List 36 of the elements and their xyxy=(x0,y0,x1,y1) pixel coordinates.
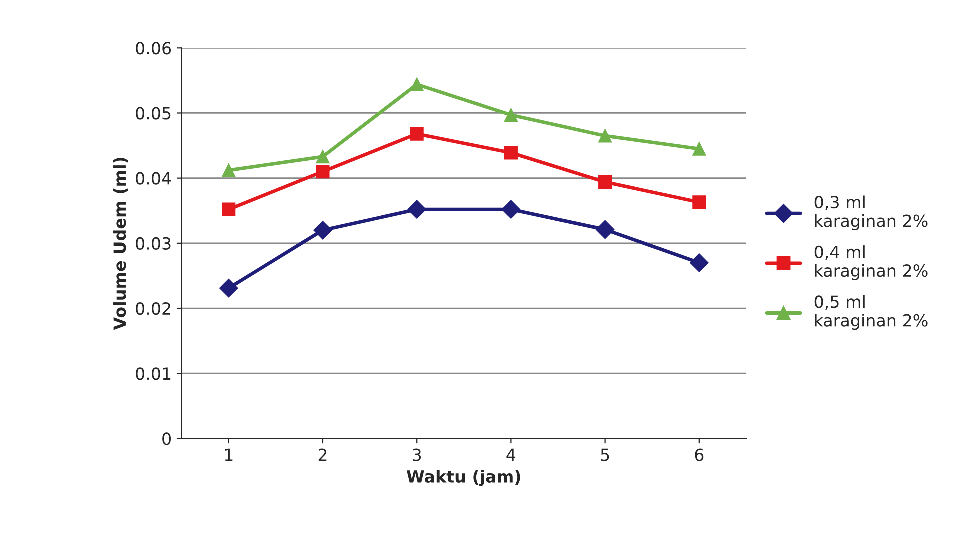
legend-label: 0,5 ml karaginan 2% xyxy=(814,295,928,330)
x-axis-title: Waktu (jam) xyxy=(406,470,520,486)
point xyxy=(408,200,426,219)
point xyxy=(316,165,330,179)
point xyxy=(502,200,521,219)
point xyxy=(598,129,612,143)
y-tick-label: 0.04 xyxy=(136,172,172,185)
point xyxy=(690,254,709,272)
point xyxy=(314,221,332,240)
y-tick-label: 0 xyxy=(162,432,171,446)
y-axis-title: Volume Udem (ml) xyxy=(113,158,128,330)
legend-label: 0,3 ml karaginan 2% xyxy=(814,196,928,231)
y-tick-label: 0.01 xyxy=(136,368,171,380)
point xyxy=(504,108,518,122)
point xyxy=(316,150,330,164)
point xyxy=(692,196,706,210)
point xyxy=(598,175,612,190)
y-tick-label: 0.03 xyxy=(136,237,171,250)
x-tick-label: 3 xyxy=(413,448,422,462)
point xyxy=(220,278,238,298)
point xyxy=(222,202,236,216)
x-tick-label: 4 xyxy=(506,448,516,462)
point xyxy=(410,78,424,92)
y-tick-label: 0.02 xyxy=(136,302,170,316)
x-tick-label: 2 xyxy=(318,448,327,462)
point xyxy=(692,142,706,156)
x-tick-label: 1 xyxy=(225,448,233,462)
point xyxy=(410,127,424,141)
legend-label: 0,4 ml karaginan 2% xyxy=(814,246,928,280)
point xyxy=(222,164,236,178)
x-tick-label: 5 xyxy=(601,448,610,462)
point xyxy=(504,146,518,160)
y-tick-label: 0.06 xyxy=(136,42,172,55)
point xyxy=(596,220,615,240)
x-tick-label: 6 xyxy=(695,448,704,462)
y-tick-label: 0.05 xyxy=(136,107,171,120)
